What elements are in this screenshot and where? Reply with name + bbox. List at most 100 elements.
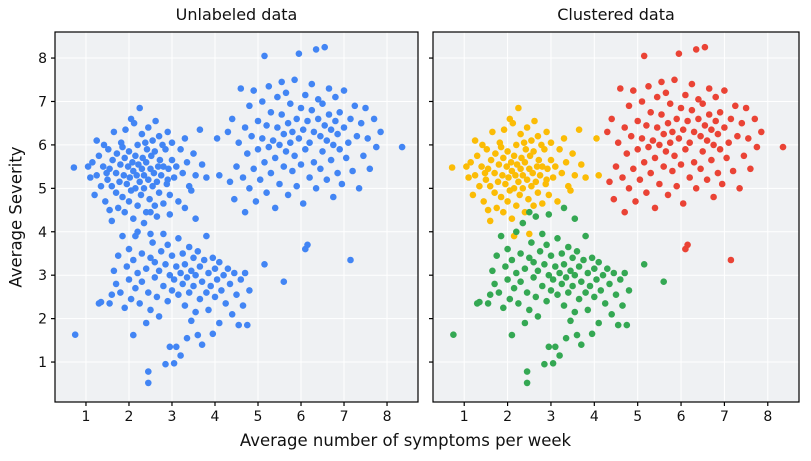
scatter-point <box>164 241 171 249</box>
scatter-point <box>745 135 752 142</box>
scatter-point <box>370 115 378 123</box>
y-tick-label: 3 <box>38 268 47 284</box>
scatter-point <box>645 143 652 151</box>
scatter-point <box>330 193 337 201</box>
scatter-point <box>321 122 329 129</box>
scatter-point <box>291 76 298 84</box>
scatter-point <box>671 76 678 84</box>
scatter-point <box>571 215 579 222</box>
scatter-point <box>523 289 531 296</box>
scatter-point <box>543 176 550 183</box>
scatter-point <box>150 169 158 177</box>
scatter-point <box>479 141 486 149</box>
scatter-point <box>718 180 726 188</box>
scatter-point <box>120 172 128 179</box>
scatter-point <box>612 163 620 170</box>
scatter-point <box>70 164 78 171</box>
scatter-point <box>495 161 503 168</box>
scatter-point <box>168 287 176 294</box>
scatter-point <box>149 239 156 246</box>
scatter-point <box>336 146 344 153</box>
scatter-point <box>181 135 189 142</box>
scatter-point <box>510 152 518 160</box>
scatter-point <box>530 274 537 281</box>
scatter-point <box>155 267 163 275</box>
scatter-point <box>203 289 210 296</box>
scatter-point <box>235 321 242 329</box>
scatter-point <box>99 163 107 170</box>
scatter-point <box>723 154 730 162</box>
scatter-point <box>330 141 337 149</box>
scatter-point <box>114 252 122 259</box>
scatter-point <box>126 174 134 181</box>
scatter-point <box>478 163 485 170</box>
scatter-point <box>248 132 255 140</box>
scatter-point <box>327 156 335 164</box>
scatter-point <box>160 230 167 238</box>
scatter-point <box>162 360 169 368</box>
scatter-point <box>160 200 167 207</box>
scatter-point <box>213 276 221 283</box>
scatter-point <box>278 111 286 118</box>
scatter-point <box>287 100 294 107</box>
scatter-point <box>265 83 273 90</box>
scatter-point <box>716 146 724 153</box>
scatter-point <box>185 289 193 296</box>
scatter-point <box>523 379 531 387</box>
scatter-point <box>530 258 537 266</box>
scatter-point <box>534 132 542 140</box>
scatter-point <box>697 165 704 173</box>
scatter-point <box>140 219 148 227</box>
scatter-point <box>254 146 262 153</box>
scatter-point <box>575 295 583 303</box>
scatter-point <box>246 287 253 294</box>
scatter-point <box>716 109 724 116</box>
scatter-point <box>166 191 174 199</box>
scatter-point <box>604 265 611 273</box>
scatter-point <box>185 243 193 251</box>
scatter-point <box>121 154 128 162</box>
scatter-point <box>325 111 333 118</box>
scatter-point <box>364 135 372 142</box>
scatter-point <box>353 132 361 140</box>
scatter-point <box>669 167 676 175</box>
scatter-point <box>643 122 650 129</box>
scatter-point <box>528 182 535 190</box>
scatter-point <box>347 115 354 123</box>
scatter-point <box>162 146 169 153</box>
scatter-point <box>682 91 689 99</box>
scatter-point <box>142 319 150 327</box>
scatter-point <box>539 200 546 207</box>
scatter-point <box>658 78 665 86</box>
scatter-point <box>157 248 165 255</box>
scatter-point <box>727 256 735 264</box>
scatter-point <box>289 167 296 175</box>
scatter-point <box>271 204 279 212</box>
scatter-point <box>630 165 637 173</box>
scatter-point <box>293 115 301 123</box>
scatter-point <box>610 195 618 203</box>
scatter-point <box>237 85 245 92</box>
scatter-point <box>312 185 320 192</box>
scatter-point <box>175 198 182 205</box>
scatter-point <box>634 146 641 153</box>
scatter-point <box>226 178 234 186</box>
scatter-point <box>299 200 307 207</box>
scatter-point <box>170 276 178 283</box>
scatter-point <box>110 128 118 136</box>
scatter-point <box>547 139 555 146</box>
scatter-point <box>638 135 646 142</box>
scatter-point <box>686 139 693 146</box>
scatter-point <box>656 141 663 149</box>
scatter-point <box>151 148 159 155</box>
scatter-point <box>450 331 457 339</box>
scatter-point <box>545 271 553 279</box>
scatter-point <box>686 174 693 181</box>
scatter-point <box>138 278 146 286</box>
scatter-point <box>513 269 520 277</box>
scatter-point <box>105 146 112 153</box>
scatter-point <box>569 254 576 262</box>
scatter-point <box>640 159 648 166</box>
scatter-point <box>177 146 184 153</box>
